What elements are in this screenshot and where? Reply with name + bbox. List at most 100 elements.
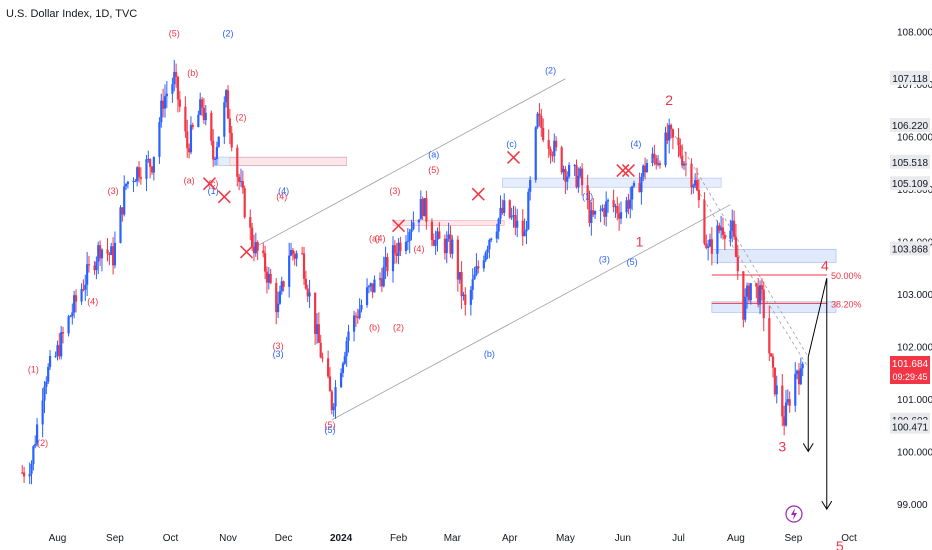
- candle-body: [108, 253, 111, 255]
- candle-body: [275, 283, 278, 313]
- candle-body: [560, 147, 563, 173]
- candle-body: [99, 245, 102, 259]
- price-level-label: 107.118: [892, 74, 928, 85]
- candle-body: [577, 175, 580, 188]
- candle-body: [486, 249, 489, 253]
- candle-body: [749, 283, 752, 301]
- candle-body: [121, 207, 124, 215]
- candle-body: [694, 180, 697, 186]
- candle-body: [267, 273, 270, 283]
- channel-line: [255, 78, 566, 248]
- candle-body: [495, 231, 498, 239]
- candle-body: [430, 221, 434, 240]
- candle-body: [734, 236, 738, 257]
- supply-zone: [502, 177, 722, 188]
- x-tick-label: May: [556, 533, 575, 544]
- cross-mark: [202, 177, 217, 191]
- candle-body: [434, 239, 437, 246]
- candle-body: [579, 168, 582, 176]
- cross-marks: [202, 150, 635, 259]
- wave-label: (4): [87, 296, 98, 306]
- wave-label: (1): [28, 365, 39, 375]
- candle-body: [449, 234, 452, 254]
- wave-label: (2): [223, 29, 234, 39]
- candle-body: [801, 363, 804, 369]
- wave-label: (3): [599, 254, 610, 264]
- candle-body: [501, 207, 504, 213]
- candle-body: [593, 210, 597, 215]
- wave-label: 2: [665, 92, 673, 108]
- candle-body: [553, 140, 556, 156]
- candle-body: [629, 199, 632, 209]
- candle-body: [147, 159, 150, 161]
- candle-body: [199, 99, 202, 115]
- lightning-icon: [785, 505, 803, 523]
- candle-body: [586, 185, 589, 201]
- candle-body: [228, 118, 231, 134]
- channel-line: [331, 204, 731, 421]
- candle-body: [710, 239, 713, 254]
- candle-body: [226, 90, 230, 119]
- candle-body: [716, 225, 719, 254]
- wave-labels: (1)(2)(3)(4)(5)(b)(a) (c)(1)(2)(2)(4)(4)(…: [28, 29, 844, 550]
- candle-body: [280, 281, 283, 292]
- candles: [21, 59, 804, 485]
- candle-body: [48, 355, 52, 367]
- candle-body: [106, 249, 109, 254]
- candle-body: [564, 169, 567, 182]
- wave-label: (3): [108, 186, 119, 196]
- candle-body: [695, 180, 699, 191]
- candle-body: [67, 316, 70, 334]
- candle-body: [137, 167, 141, 178]
- wave-label: (a): [369, 233, 380, 243]
- candle-body: [707, 246, 710, 248]
- candle-body: [69, 316, 72, 318]
- candle-body: [163, 96, 167, 109]
- candle-body: [451, 239, 454, 254]
- candle-body: [562, 169, 565, 173]
- wave-label: (a): [184, 176, 195, 186]
- candle-body: [269, 273, 272, 284]
- candle-body: [126, 181, 130, 184]
- candle-body: [627, 200, 630, 209]
- y-tick-label: 99.000: [897, 500, 928, 511]
- candle-body: [111, 246, 115, 266]
- candle-body: [516, 220, 519, 228]
- candle-body: [150, 166, 154, 173]
- candle-body: [378, 278, 382, 280]
- price-level-tag: [890, 241, 930, 256]
- candle-body: [638, 182, 641, 193]
- candle-body: [551, 155, 554, 157]
- candle-body: [477, 266, 480, 269]
- candle-body: [82, 289, 85, 291]
- candle-body: [110, 246, 113, 255]
- candle-body: [139, 177, 142, 179]
- x-tick-label: Jul: [672, 533, 685, 544]
- fib-label: 50.00%: [831, 271, 862, 281]
- candle-body: [243, 188, 246, 218]
- candle-body: [432, 239, 435, 246]
- candle-body: [566, 176, 569, 182]
- candle-body: [213, 159, 217, 161]
- candle-body: [241, 181, 244, 189]
- candle-body: [175, 71, 178, 77]
- candle-body: [640, 176, 643, 193]
- candle-body: [499, 207, 502, 219]
- y-tick-label: 100.000: [897, 447, 932, 458]
- y-axis: 108.000107.000106.000105.000104.000103.0…: [897, 27, 932, 510]
- candle-body: [317, 324, 320, 343]
- candle-body: [718, 225, 721, 231]
- price-level-label: 105.109: [892, 179, 929, 190]
- candle-body: [343, 356, 346, 364]
- x-tick-label: Oct: [841, 533, 857, 544]
- candle-body: [217, 136, 220, 147]
- candle-body: [347, 331, 350, 341]
- candle-body: [236, 147, 239, 177]
- candle-body: [512, 215, 515, 217]
- channel-line: [668, 125, 809, 358]
- candle-body: [605, 201, 608, 217]
- candle-body: [395, 253, 398, 256]
- candle-body: [184, 106, 187, 132]
- candle-body: [419, 199, 422, 220]
